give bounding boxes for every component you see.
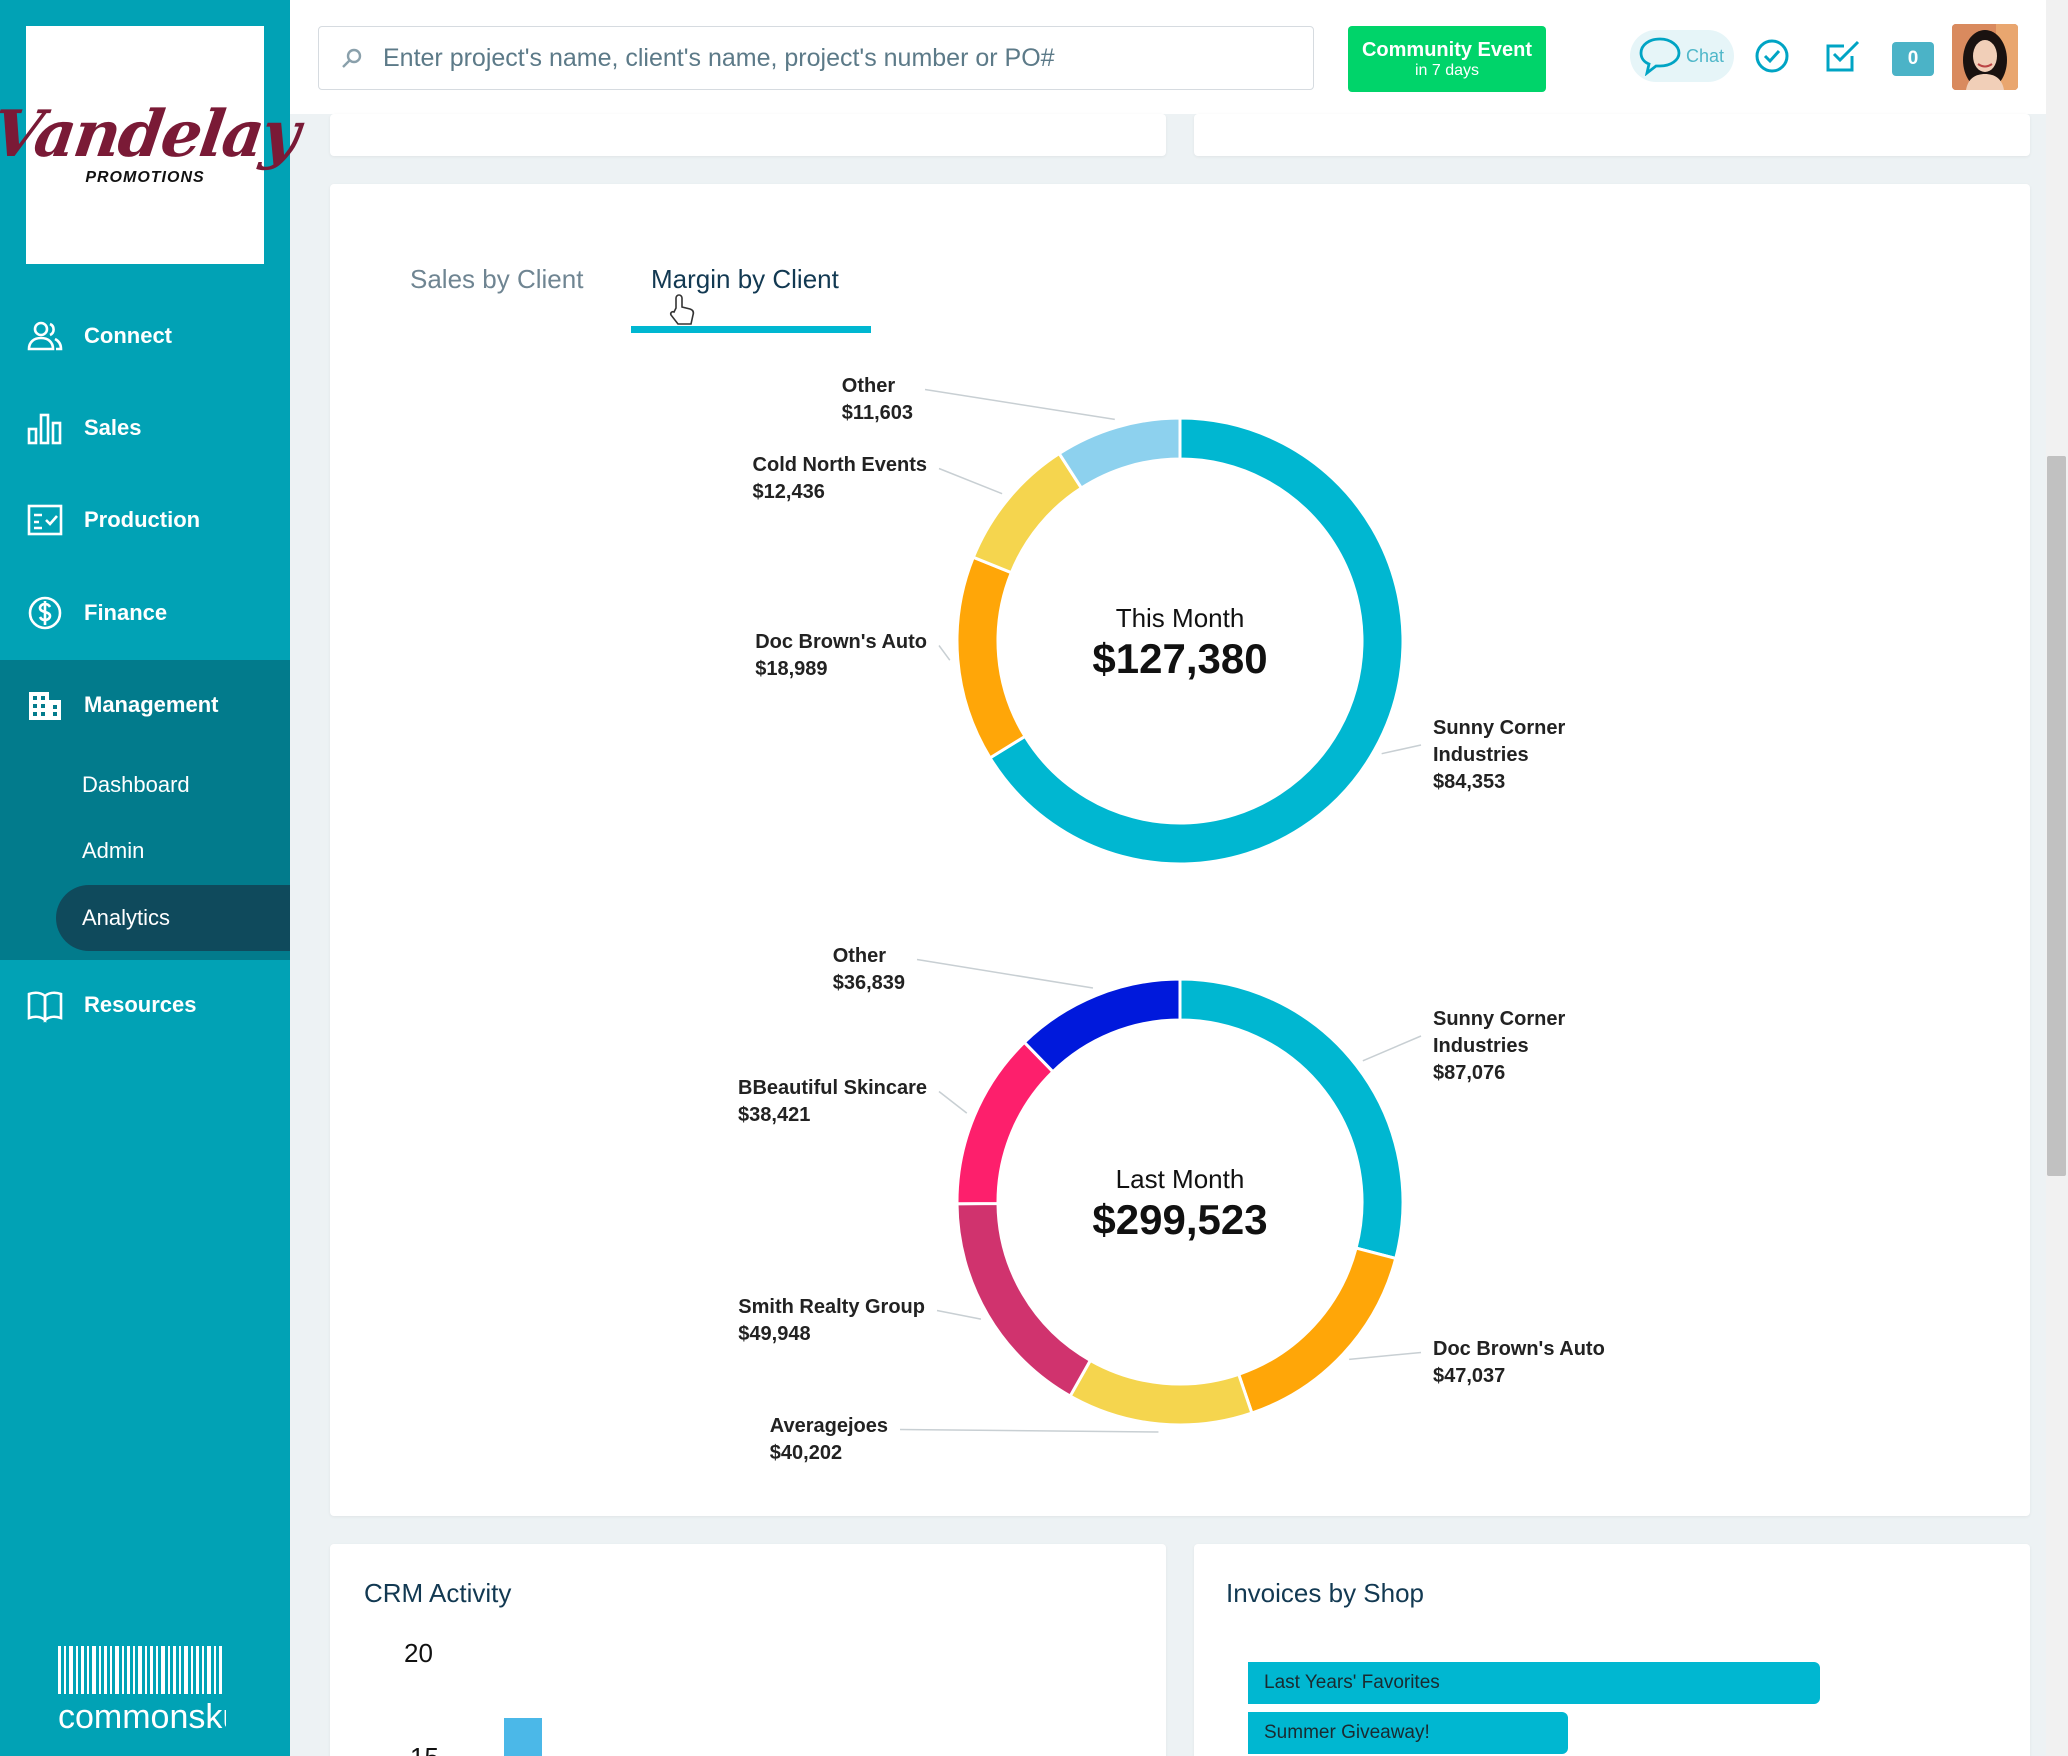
clock-check-icon[interactable] [1752, 36, 1792, 76]
nav-sales-label: Sales [84, 415, 142, 440]
sub-nav-dashboard[interactable]: Dashboard [82, 772, 190, 797]
commonsku-logo: commonsku [58, 1646, 226, 1734]
nav-connect[interactable]: Connect [0, 296, 290, 376]
donut-center-value-0: $127,380 [1092, 635, 1267, 682]
crm-activity-card: CRM Activity 20 15 [330, 1544, 1166, 1756]
crm-bar[interactable] [504, 1718, 542, 1756]
leader-line-1-5 [916, 958, 1094, 989]
top-right-card [1194, 114, 2030, 156]
slice-label-1-1: Doc Brown's Auto $47,037 [1433, 1338, 1605, 1387]
building-icon [29, 692, 61, 720]
book-icon [27, 991, 63, 1023]
nav-finance[interactable]: Finance [0, 573, 290, 653]
search-box[interactable] [318, 26, 1314, 90]
donut-center-label-1: Last Month [1116, 1164, 1245, 1194]
donut-slice-1-5[interactable] [1022, 977, 1182, 1074]
margin-by-client-card: Sales by Client Margin by Client [330, 184, 2030, 1516]
search-input[interactable] [383, 43, 1283, 73]
nav-connect-label: Connect [84, 323, 172, 348]
donut-slice-1-1[interactable] [1236, 1246, 1398, 1415]
hand-cursor-icon [669, 294, 695, 325]
shop-bar-last-years-favorites[interactable]: Last Years' Favorites [1248, 1662, 1820, 1704]
donut-center-value-1: $299,523 [1092, 1196, 1267, 1243]
leader-line-1-1 [1349, 1351, 1422, 1361]
chat-bubble-icon [1639, 37, 1681, 76]
donut-slice-1-4[interactable] [955, 1040, 1056, 1206]
crm-y-tick-20: 20 [404, 1638, 433, 1668]
user-avatar[interactable] [1952, 24, 2018, 90]
slice-label-1-0: Sunny Corner Industries $87,076 [1433, 1008, 1565, 1084]
nav-production-label: Production [84, 507, 201, 532]
checklist-icon [27, 504, 63, 536]
slice-label-1-2: Averagejoes $40,202 [770, 1415, 888, 1464]
shop-bar-summer-giveaway[interactable]: Summer Giveaway! [1248, 1712, 1568, 1754]
slice-label-0-0: Sunny Corner Industries $84,353 [1433, 717, 1565, 793]
crm-activity-title: CRM Activity [364, 1578, 512, 1608]
top-left-card [330, 114, 1166, 156]
nav-management[interactable]: Management [0, 665, 290, 745]
logo-sub-text: PROMOTIONS [85, 169, 205, 186]
sidebar: Vandelay PROMOTIONS Connect Sales Produc… [0, 0, 302, 1756]
tab-sales-by-client[interactable]: Sales by Client [410, 264, 584, 294]
leader-line-1-4 [938, 1090, 968, 1114]
nav-finance-label: Finance [84, 600, 168, 625]
slice-label-0-2: Cold North Events $12,436 [753, 454, 927, 503]
donut-slice-0-3[interactable] [1057, 416, 1182, 491]
dollar-circle-icon [28, 596, 62, 630]
users-icon [27, 321, 63, 351]
slice-label-1-3: Smith Realty Group $49,948 [738, 1296, 925, 1345]
slice-label-1-4: BBeautiful Skincare $38,421 [738, 1077, 927, 1126]
chat-button[interactable]: Chat [1630, 30, 1734, 82]
event-subtitle: in 7 days [1414, 61, 1480, 79]
search-icon [342, 48, 362, 68]
leader-line-0-2 [938, 467, 1003, 495]
sub-nav-admin[interactable]: Admin [82, 838, 145, 863]
donut-slice-1-3[interactable] [955, 1201, 1093, 1399]
commonsku-text: commonsku [58, 1698, 226, 1734]
nav-production[interactable]: Production [0, 480, 290, 560]
nav-sales[interactable]: Sales [0, 388, 290, 468]
leader-line-1-0 [1362, 1035, 1422, 1062]
slice-label-0-1: Doc Brown's Auto $18,989 [755, 631, 927, 680]
donut-center-label-0: This Month [1116, 603, 1245, 633]
leader-line-0-1 [938, 645, 951, 661]
community-event-button[interactable]: Community Event in 7 days [1348, 26, 1546, 92]
invoices-by-shop-title: Invoices by Shop [1226, 1578, 1425, 1608]
slice-label-1-5: Other $36,839 [833, 945, 905, 994]
company-logo[interactable]: Vandelay PROMOTIONS [0, 26, 302, 264]
top-bar: Community Event in 7 days Chat 0 [290, 0, 2068, 114]
donut-slice-1-2[interactable] [1068, 1358, 1254, 1427]
scrollbar-thumb[interactable] [2047, 456, 2066, 1176]
chat-label: Chat [1686, 45, 1725, 66]
invoices-by-shop-card: Invoices by Shop Last Years' Favorites S… [1194, 1544, 2030, 1756]
tab-margin-by-client[interactable]: Margin by Client [651, 264, 839, 294]
notification-badge[interactable]: 0 [1892, 42, 1934, 76]
sub-nav-analytics[interactable]: Analytics [56, 885, 290, 951]
nav-resources-label: Resources [84, 992, 197, 1017]
donut-slice-0-2[interactable] [971, 451, 1084, 575]
crm-y-tick-15: 15 [410, 1742, 439, 1756]
active-tab-underline [631, 326, 871, 333]
nav-resources[interactable]: Resources [0, 965, 290, 1045]
task-check-icon[interactable] [1822, 36, 1862, 76]
slice-label-0-3: Other $11,603 [842, 375, 913, 424]
leader-line-0-0 [1381, 744, 1422, 755]
leader-line-0-3 [924, 388, 1115, 421]
leader-line-1-2 [899, 1428, 1159, 1433]
avatar-image [1952, 24, 2018, 90]
nav-management-label: Management [84, 692, 219, 717]
bar-chart-icon [27, 413, 62, 445]
leader-line-1-3 [936, 1309, 982, 1320]
donut-slice-0-1[interactable] [955, 555, 1028, 760]
event-title: Community Event [1361, 38, 1533, 61]
donut-slice-0-0[interactable] [988, 416, 1405, 866]
